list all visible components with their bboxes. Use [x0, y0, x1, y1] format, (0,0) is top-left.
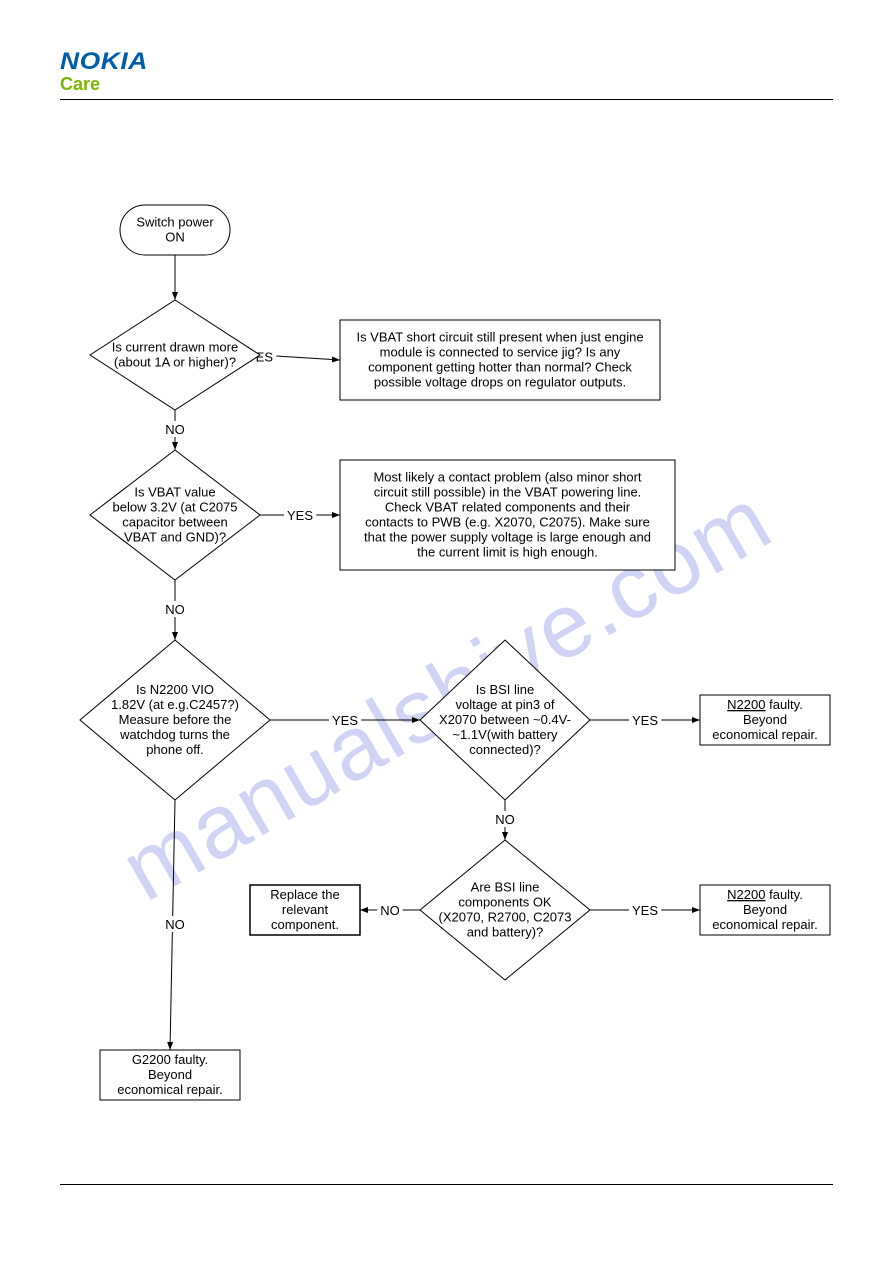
node-text: Is VBAT value: [134, 485, 215, 500]
node-text: Beyond: [743, 712, 787, 727]
node-text: voltage at pin3 of: [455, 697, 554, 712]
node-text: phone off.: [146, 742, 204, 757]
node-r5: N2200 faulty.Beyondeconomical repair.: [700, 885, 830, 935]
node-text: G2200 faulty.: [132, 1052, 208, 1067]
edge-label: NO: [165, 602, 185, 617]
edge-label: YES: [287, 508, 313, 523]
node-r2: Most likely a contact problem (also mino…: [340, 460, 675, 570]
node-text: VBAT and GND)?: [124, 530, 226, 545]
node-text: below 3.2V (at C2075: [112, 500, 237, 515]
node-text: Measure before the: [119, 712, 232, 727]
node-text: contacts to PWB (e.g. X2070, C2075). Mak…: [365, 515, 650, 530]
node-text: Is current drawn more: [112, 340, 238, 355]
node-text: economical repair.: [712, 917, 818, 932]
node-text: economical repair.: [712, 727, 818, 742]
page: NOKIA Care manualshive.com YESNOYESNOYES…: [0, 0, 893, 1263]
node-text: ON: [165, 230, 185, 245]
node-text: possible voltage drops on regulator outp…: [374, 375, 626, 390]
edge-label: NO: [495, 812, 515, 827]
node-text: Check VBAT related components and their: [385, 500, 631, 515]
node-d4: Is BSI linevoltage at pin3 ofX2070 betwe…: [420, 640, 590, 800]
node-text: ~1.1V(with battery: [452, 727, 558, 742]
node-text: Beyond: [743, 902, 787, 917]
node-r6: G2200 faulty.Beyondeconomical repair.: [100, 1050, 240, 1100]
node-r1: Is VBAT short circuit still present when…: [340, 320, 660, 400]
node-text: (X2070, R2700, C2073: [439, 910, 572, 925]
node-d3: Is N2200 VIO1.82V (at e.g.C2457?)Measure…: [80, 640, 270, 800]
node-text: Is VBAT short circuit still present when…: [356, 330, 643, 345]
node-text: X2070 between ~0.4V-: [439, 712, 571, 727]
node-text: module is connected to service jig? Is a…: [380, 345, 621, 360]
node-text: Beyond: [148, 1067, 192, 1082]
node-text: connected)?: [469, 742, 541, 757]
edge-label: YES: [332, 713, 358, 728]
node-r3: N2200 faulty.Beyondeconomical repair.: [700, 695, 830, 745]
edge-label: YES: [632, 903, 658, 918]
node-text: circuit still possible) in the VBAT powe…: [374, 485, 642, 500]
node-text: relevant: [282, 902, 329, 917]
node-text: N2200 faulty.: [727, 697, 803, 712]
node-text: (about 1A or higher)?: [114, 355, 236, 370]
footer-divider: [60, 1184, 833, 1185]
node-text: Replace the: [270, 887, 339, 902]
edge-label: NO: [380, 903, 400, 918]
edge-label: YES: [632, 713, 658, 728]
node-d1: Is current drawn more(about 1A or higher…: [90, 300, 260, 410]
node-start: Switch powerON: [120, 205, 230, 255]
node-d5: Are BSI linecomponents OK(X2070, R2700, …: [420, 840, 590, 980]
node-text: Most likely a contact problem (also mino…: [373, 470, 641, 485]
node-text: component getting hotter than normal? Ch…: [368, 360, 632, 375]
node-d2: Is VBAT valuebelow 3.2V (at C2075capacit…: [90, 450, 260, 580]
node-text: and battery)?: [467, 925, 544, 940]
flowchart-canvas: YESNOYESNOYESYESNONOYESNOSwitch powerONI…: [0, 0, 893, 1263]
node-r4: Replace therelevantcomponent.: [250, 885, 360, 935]
node-text: components OK: [458, 895, 552, 910]
node-text: Is N2200 VIO: [136, 682, 214, 697]
node-text: Are BSI line: [471, 880, 540, 895]
node-text: Switch power: [136, 215, 214, 230]
node-text: N2200 faulty.: [727, 887, 803, 902]
node-text: component.: [271, 917, 339, 932]
edge-label: NO: [165, 422, 185, 437]
node-text: watchdog turns the: [119, 727, 230, 742]
node-text: that the power supply voltage is large e…: [364, 530, 651, 545]
edge-label: NO: [165, 917, 185, 932]
node-text: 1.82V (at e.g.C2457?): [111, 697, 239, 712]
node-text: economical repair.: [117, 1082, 223, 1097]
node-text: the current limit is high enough.: [417, 545, 598, 560]
node-text: capacitor between: [122, 515, 228, 530]
node-text: Is BSI line: [476, 682, 535, 697]
